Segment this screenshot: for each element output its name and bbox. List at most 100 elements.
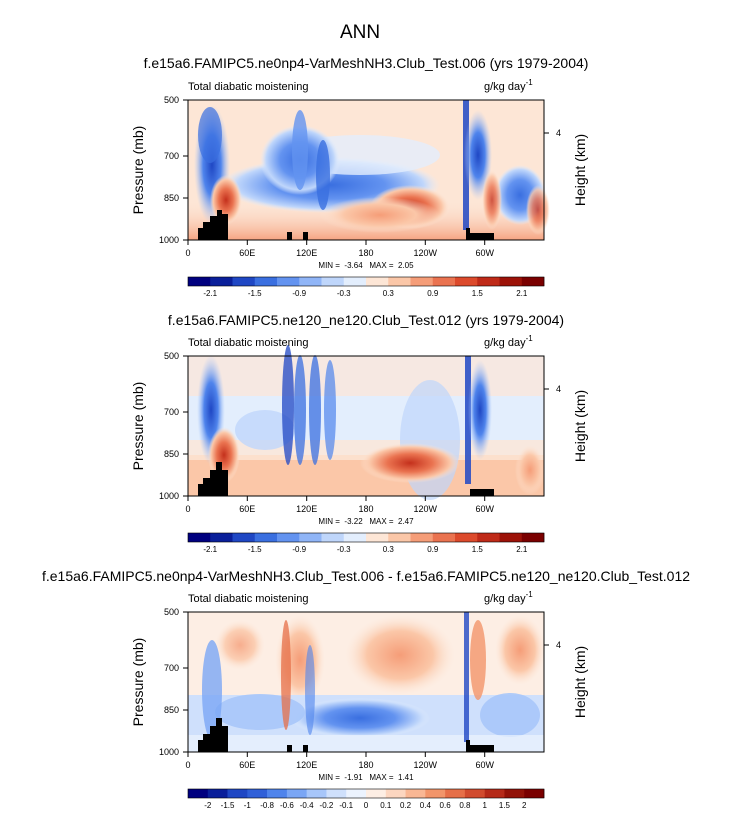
colorbar-swatch: [455, 533, 478, 542]
panel-2-colorbar: -2.1 -1.5 -0.9 -0.3 0.3 0.9 1.5 2.1: [187, 532, 545, 554]
panel-2-xtick: 60E: [239, 504, 255, 514]
panel-1-ytick: 700: [164, 151, 179, 161]
colorbar-label: 0.4: [420, 801, 432, 810]
panel-1-ytick: 1000: [159, 235, 179, 245]
colorbar-swatch: [286, 789, 307, 798]
panel-3-field: [188, 612, 545, 752]
colorbar-swatch: [366, 533, 389, 542]
colorbar-swatch: [477, 533, 500, 542]
panel-2-xtick: 180: [358, 504, 373, 514]
panel-1-x-axis: 0 60E 120E 180 120W 60W: [185, 240, 494, 258]
colorbar-swatch: [521, 533, 545, 542]
colorbar-label: 1.5: [472, 545, 484, 554]
colorbar-swatch: [299, 533, 322, 542]
panel-1-y2tick: 4: [556, 128, 561, 138]
colorbar-frame: [187, 532, 545, 543]
colorbar-swatch: [388, 277, 411, 286]
panel-2-xtick: 0: [185, 504, 190, 514]
panel-2-title: f.e15a6.FAMIPC5.ne120_ne120.Club_Test.01…: [168, 312, 564, 328]
colorbar-swatch: [499, 277, 523, 286]
colorbar-label: -0.9: [292, 289, 306, 298]
panel-2-ytick: 700: [164, 407, 179, 417]
panel-3-xtick: 60E: [239, 760, 255, 770]
colorbar-swatch: [410, 533, 434, 542]
colorbar-label: 0.2: [400, 801, 412, 810]
panel-1-y2-axis: 4 Height (km): [544, 128, 588, 206]
colorbar-label: 2.1: [516, 289, 528, 298]
panel-1-xtick: 0: [185, 248, 190, 258]
panel-3-x-axis: 0 60E 120E 180 120W 60W: [185, 752, 494, 770]
panel-2-y-axis: 500 700 850 1000 Pressure (mb): [130, 351, 188, 501]
panel-3-y2-axis: 4 Height (km): [544, 640, 588, 718]
colorbar-swatch: [405, 789, 426, 798]
panel-1-xtick: 120W: [414, 248, 438, 258]
colorbar-label: -0.2: [320, 801, 334, 810]
colorbar-swatch: [388, 533, 411, 542]
panel-3-ytick: 850: [164, 705, 179, 715]
colorbar-swatch: [254, 533, 278, 542]
colorbar-frame: [187, 276, 545, 287]
colorbar-swatch: [188, 789, 209, 798]
panel-3: f.e15a6.FAMIPC5.ne0np4-VarMeshNH3.Club_T…: [42, 568, 690, 810]
panel-2-ytick: 500: [164, 351, 179, 361]
panel-3-ylabel: Pressure (mb): [130, 638, 146, 727]
colorbar-swatch: [267, 789, 288, 798]
panel-3-min-max: MIN = -1.91 MAX = 1.41: [318, 773, 414, 782]
panel-1-y2label: Height (km): [572, 134, 588, 206]
colorbar-swatch: [188, 533, 211, 542]
colorbar-swatch: [207, 789, 228, 798]
colorbar-label: 0.6: [440, 801, 452, 810]
colorbar-swatch: [227, 789, 248, 798]
colorbar-swatch: [210, 533, 233, 542]
colorbar-swatch: [484, 789, 505, 798]
colorbar-swatch: [232, 277, 256, 286]
colorbar-label: -0.6: [280, 801, 294, 810]
panel-1-min-max: MIN = -3.64 MAX = 2.05: [318, 261, 414, 270]
colorbar-label: 0.3: [383, 289, 395, 298]
panel-2-x-axis: 0 60E 120E 180 120W 60W: [185, 496, 494, 514]
panel-1-field: [188, 100, 550, 240]
colorbar-label: -1: [244, 801, 252, 810]
colorbar-swatch: [247, 789, 268, 798]
colorbar-swatch: [499, 533, 523, 542]
colorbar-swatch: [504, 789, 525, 798]
colorbar-label: -1.5: [221, 801, 235, 810]
main-title: ANN: [340, 22, 380, 43]
panel-1-xtick: 60E: [239, 248, 255, 258]
panel-3-ytick: 500: [164, 607, 179, 617]
panel-3-y2label: Height (km): [572, 646, 588, 718]
colorbar-swatch: [477, 277, 500, 286]
panel-2-xtick: 60W: [475, 504, 494, 514]
panel-1-ytick: 500: [164, 95, 179, 105]
panel-3-ytick: 1000: [159, 747, 179, 757]
panel-1-units: g/kg day-1: [484, 78, 533, 93]
panel-1-ylabel: Pressure (mb): [130, 126, 146, 215]
panel-3-xtick: 0: [185, 760, 190, 770]
colorbar-swatch: [306, 789, 327, 798]
panel-1-ytick: 850: [164, 193, 179, 203]
panel-1-xtick: 180: [358, 248, 373, 258]
colorbar-label: -0.4: [300, 801, 314, 810]
panel-1: f.e15a6.FAMIPC5.ne0np4-VarMeshNH3.Club_T…: [130, 55, 588, 298]
panel-3-xtick: 60W: [475, 760, 494, 770]
colorbar-swatch: [299, 277, 322, 286]
colorbar-swatch: [524, 789, 545, 798]
colorbar-swatch: [343, 277, 367, 286]
panel-1-xtick: 60W: [475, 248, 494, 258]
panel-3-units: g/kg day-1: [484, 590, 533, 605]
panel-3-xtick: 180: [358, 760, 373, 770]
colorbar-label: -2.1: [203, 289, 217, 298]
panel-1-variable-label: Total diabatic moistening: [188, 81, 308, 93]
panel-3-variable-label: Total diabatic moistening: [188, 593, 308, 605]
panel-3-ytick: 700: [164, 663, 179, 673]
colorbar-label: 0.8: [459, 801, 471, 810]
panel-2-field: [188, 345, 545, 500]
colorbar-label: 0.9: [427, 289, 439, 298]
panel-2-units: g/kg day-1: [484, 334, 533, 349]
colorbar-label: 1: [482, 801, 487, 810]
panel-1-y-axis: 500 700 850 1000 Pressure (mb): [130, 95, 188, 245]
panel-3-y-axis: 500 700 850 1000 Pressure (mb): [130, 607, 188, 757]
colorbar-label: -2.1: [203, 545, 217, 554]
panel-3-colorbar: -2 -1.5 -1 -0.8 -0.6 -0.4 -0.2 -0.1 0 0.1 0.2 0.4 0.…: [187, 788, 545, 810]
